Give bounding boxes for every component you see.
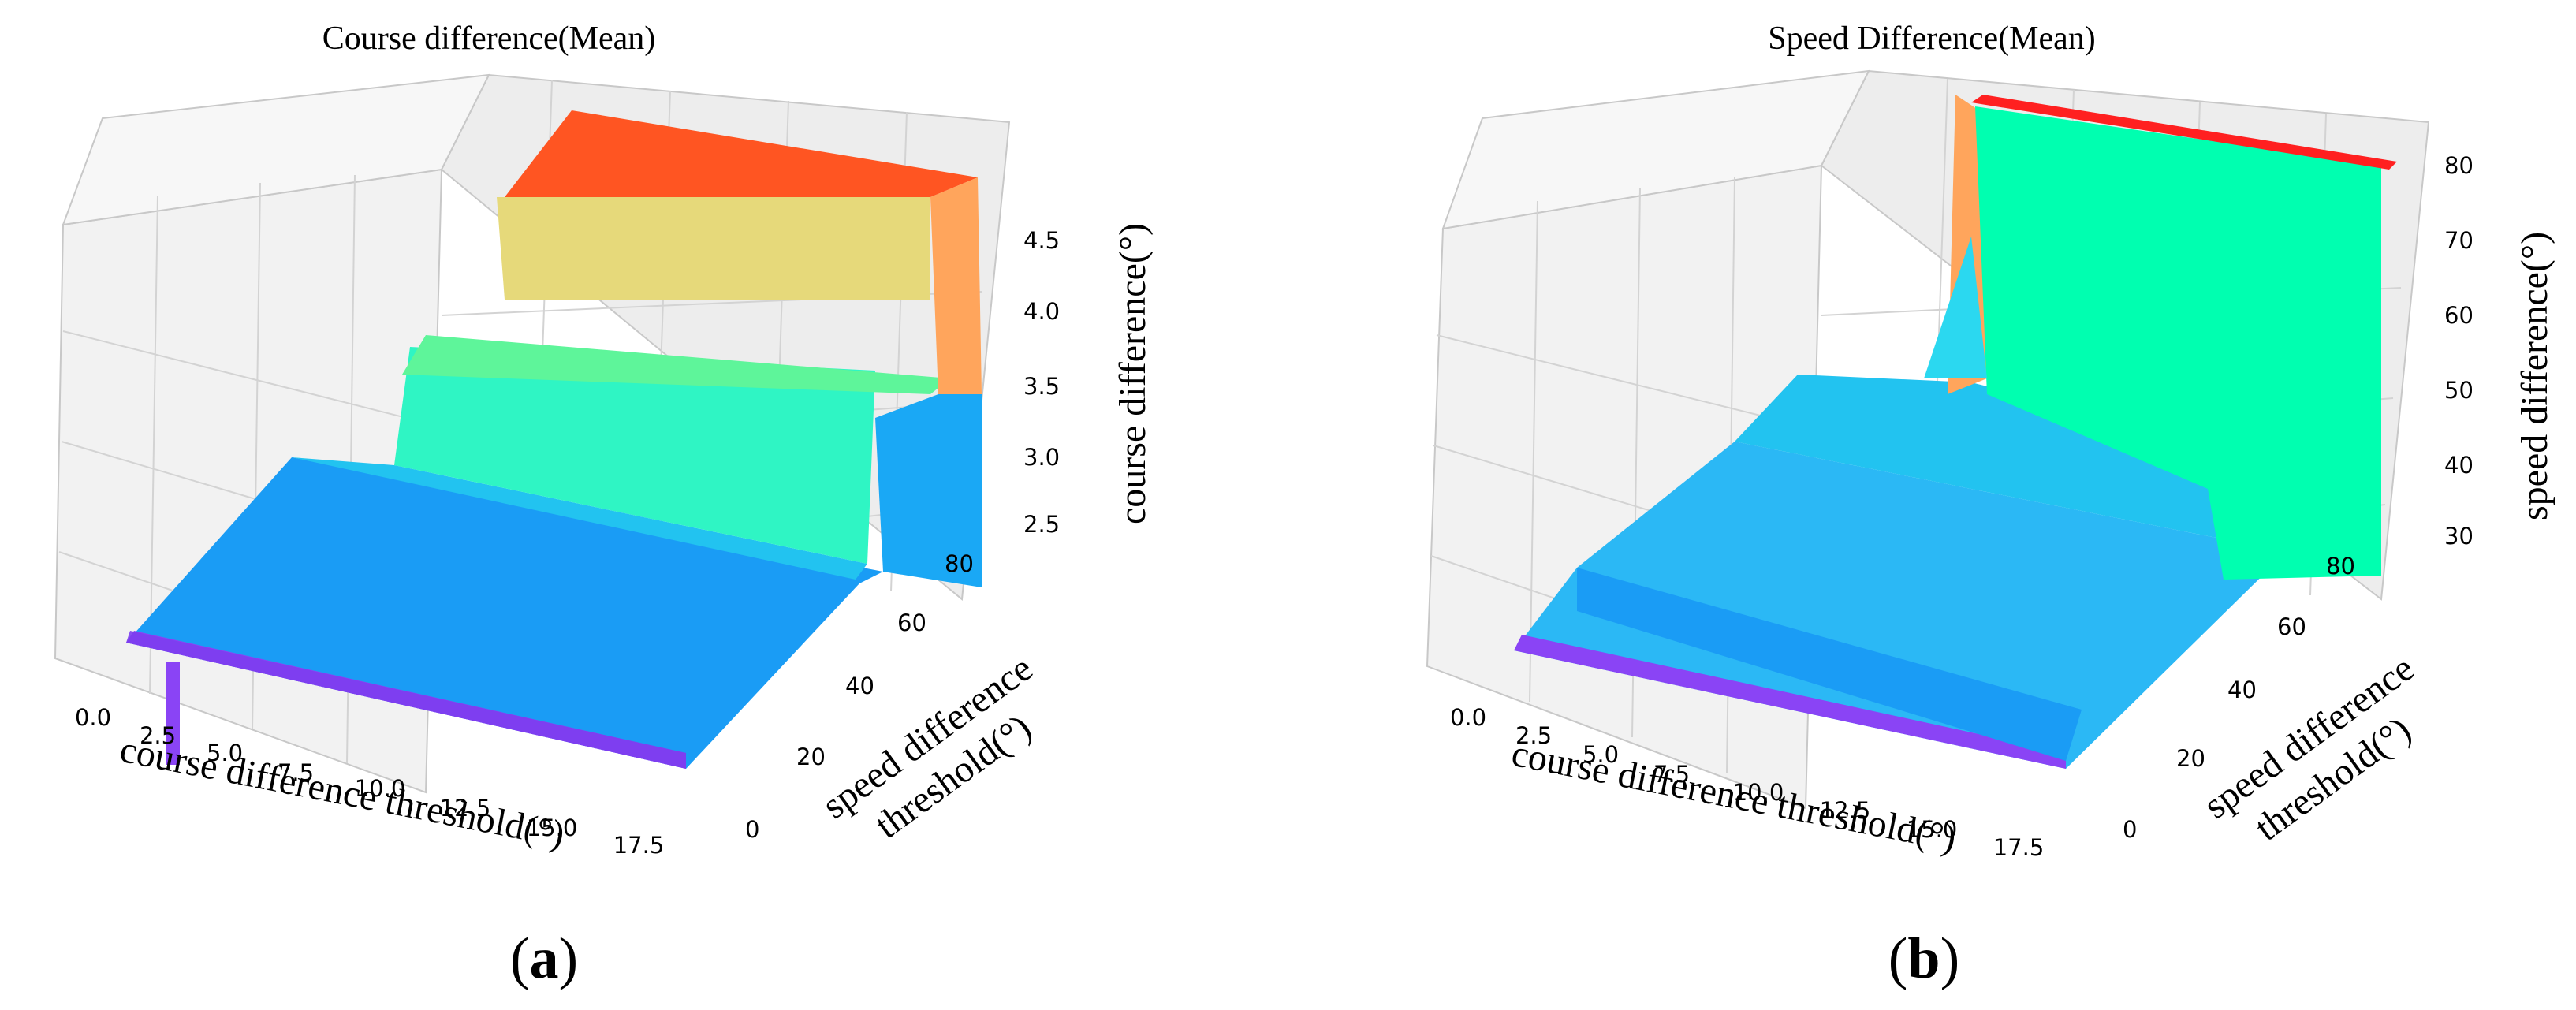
x-tick: 17.5 [1993,834,2045,861]
panel-b-z-ticks: 30 40 50 60 70 80 [2444,152,2473,550]
panel-a-title: Course difference(Mean) [322,20,656,57]
panel-a-y-ticks: 0 20 40 60 80 [745,550,974,843]
y-tick: 80 [2326,553,2355,580]
z-tick: 40 [2444,452,2473,479]
z-tick: 2.5 [1023,511,1060,538]
x-tick: 10.0 [355,775,406,802]
z-tick: 3.5 [1023,373,1060,400]
panel-b-x-ticks: 0.0 2.5 5.0 7.5 10.0 12.5 15.0 17.5 [1450,704,2044,861]
z-tick: 4.0 [1023,298,1060,325]
panel-a-surface [126,110,982,769]
x-tick: 0.0 [1450,704,1486,731]
x-tick: 15.0 [1907,816,1958,843]
z-tick: 30 [2444,523,2473,550]
x-tick: 12.5 [1820,797,1871,824]
y-tick: 0 [2123,816,2137,843]
z-tick: 3.0 [1023,444,1060,471]
x-tick: 5.0 [1583,741,1619,768]
panel-b-surface [1514,95,2397,769]
x-tick: 7.5 [278,759,314,786]
panel-a-caption: (a) [510,926,578,991]
panel-b-caption: (b) [1888,926,1959,991]
z-tick: 50 [2444,377,2473,404]
y-tick: 60 [2277,613,2306,640]
panel-a: Course difference(Mean) [54,20,1154,991]
y-tick: 20 [2176,745,2205,772]
x-tick: 2.5 [1515,722,1552,749]
panel-a-z-ticks: 2.5 3.0 3.5 4.0 4.5 [1023,227,1060,538]
x-tick: 10.0 [1733,779,1784,806]
y-tick: 20 [796,744,826,770]
z-tick: 4.5 [1023,227,1060,254]
panel-b: Speed Difference(Mean) 0.0 2.5 5.0 7.5 1 [1426,20,2555,991]
z-tick: 80 [2444,152,2473,179]
panel-b-title: Speed Difference(Mean) [1768,20,2096,57]
x-tick: 7.5 [1653,761,1690,788]
x-tick: 17.5 [613,832,665,859]
x-tick: 15.0 [527,814,578,841]
z-tick: 70 [2444,227,2473,254]
x-tick: 0.0 [75,704,111,731]
x-tick: 5.0 [207,740,243,766]
panel-a-z-label: course difference(°) [1112,223,1154,524]
y-tick: 40 [2227,676,2257,703]
z-tick: 60 [2444,302,2473,329]
panel-b-z-label: speed difference(°) [2514,232,2555,520]
y-tick: 0 [745,816,759,843]
panel-a-x-ticks: 0.0 2.5 5.0 7.5 10.0 12.5 15.0 17.5 [75,704,664,859]
x-tick: 12.5 [440,795,491,822]
y-tick: 60 [897,609,926,636]
panel-b-y-ticks: 0 20 40 60 80 [2123,553,2355,843]
y-tick: 80 [945,550,974,577]
y-tick: 40 [845,673,874,699]
x-tick: 2.5 [140,722,176,749]
